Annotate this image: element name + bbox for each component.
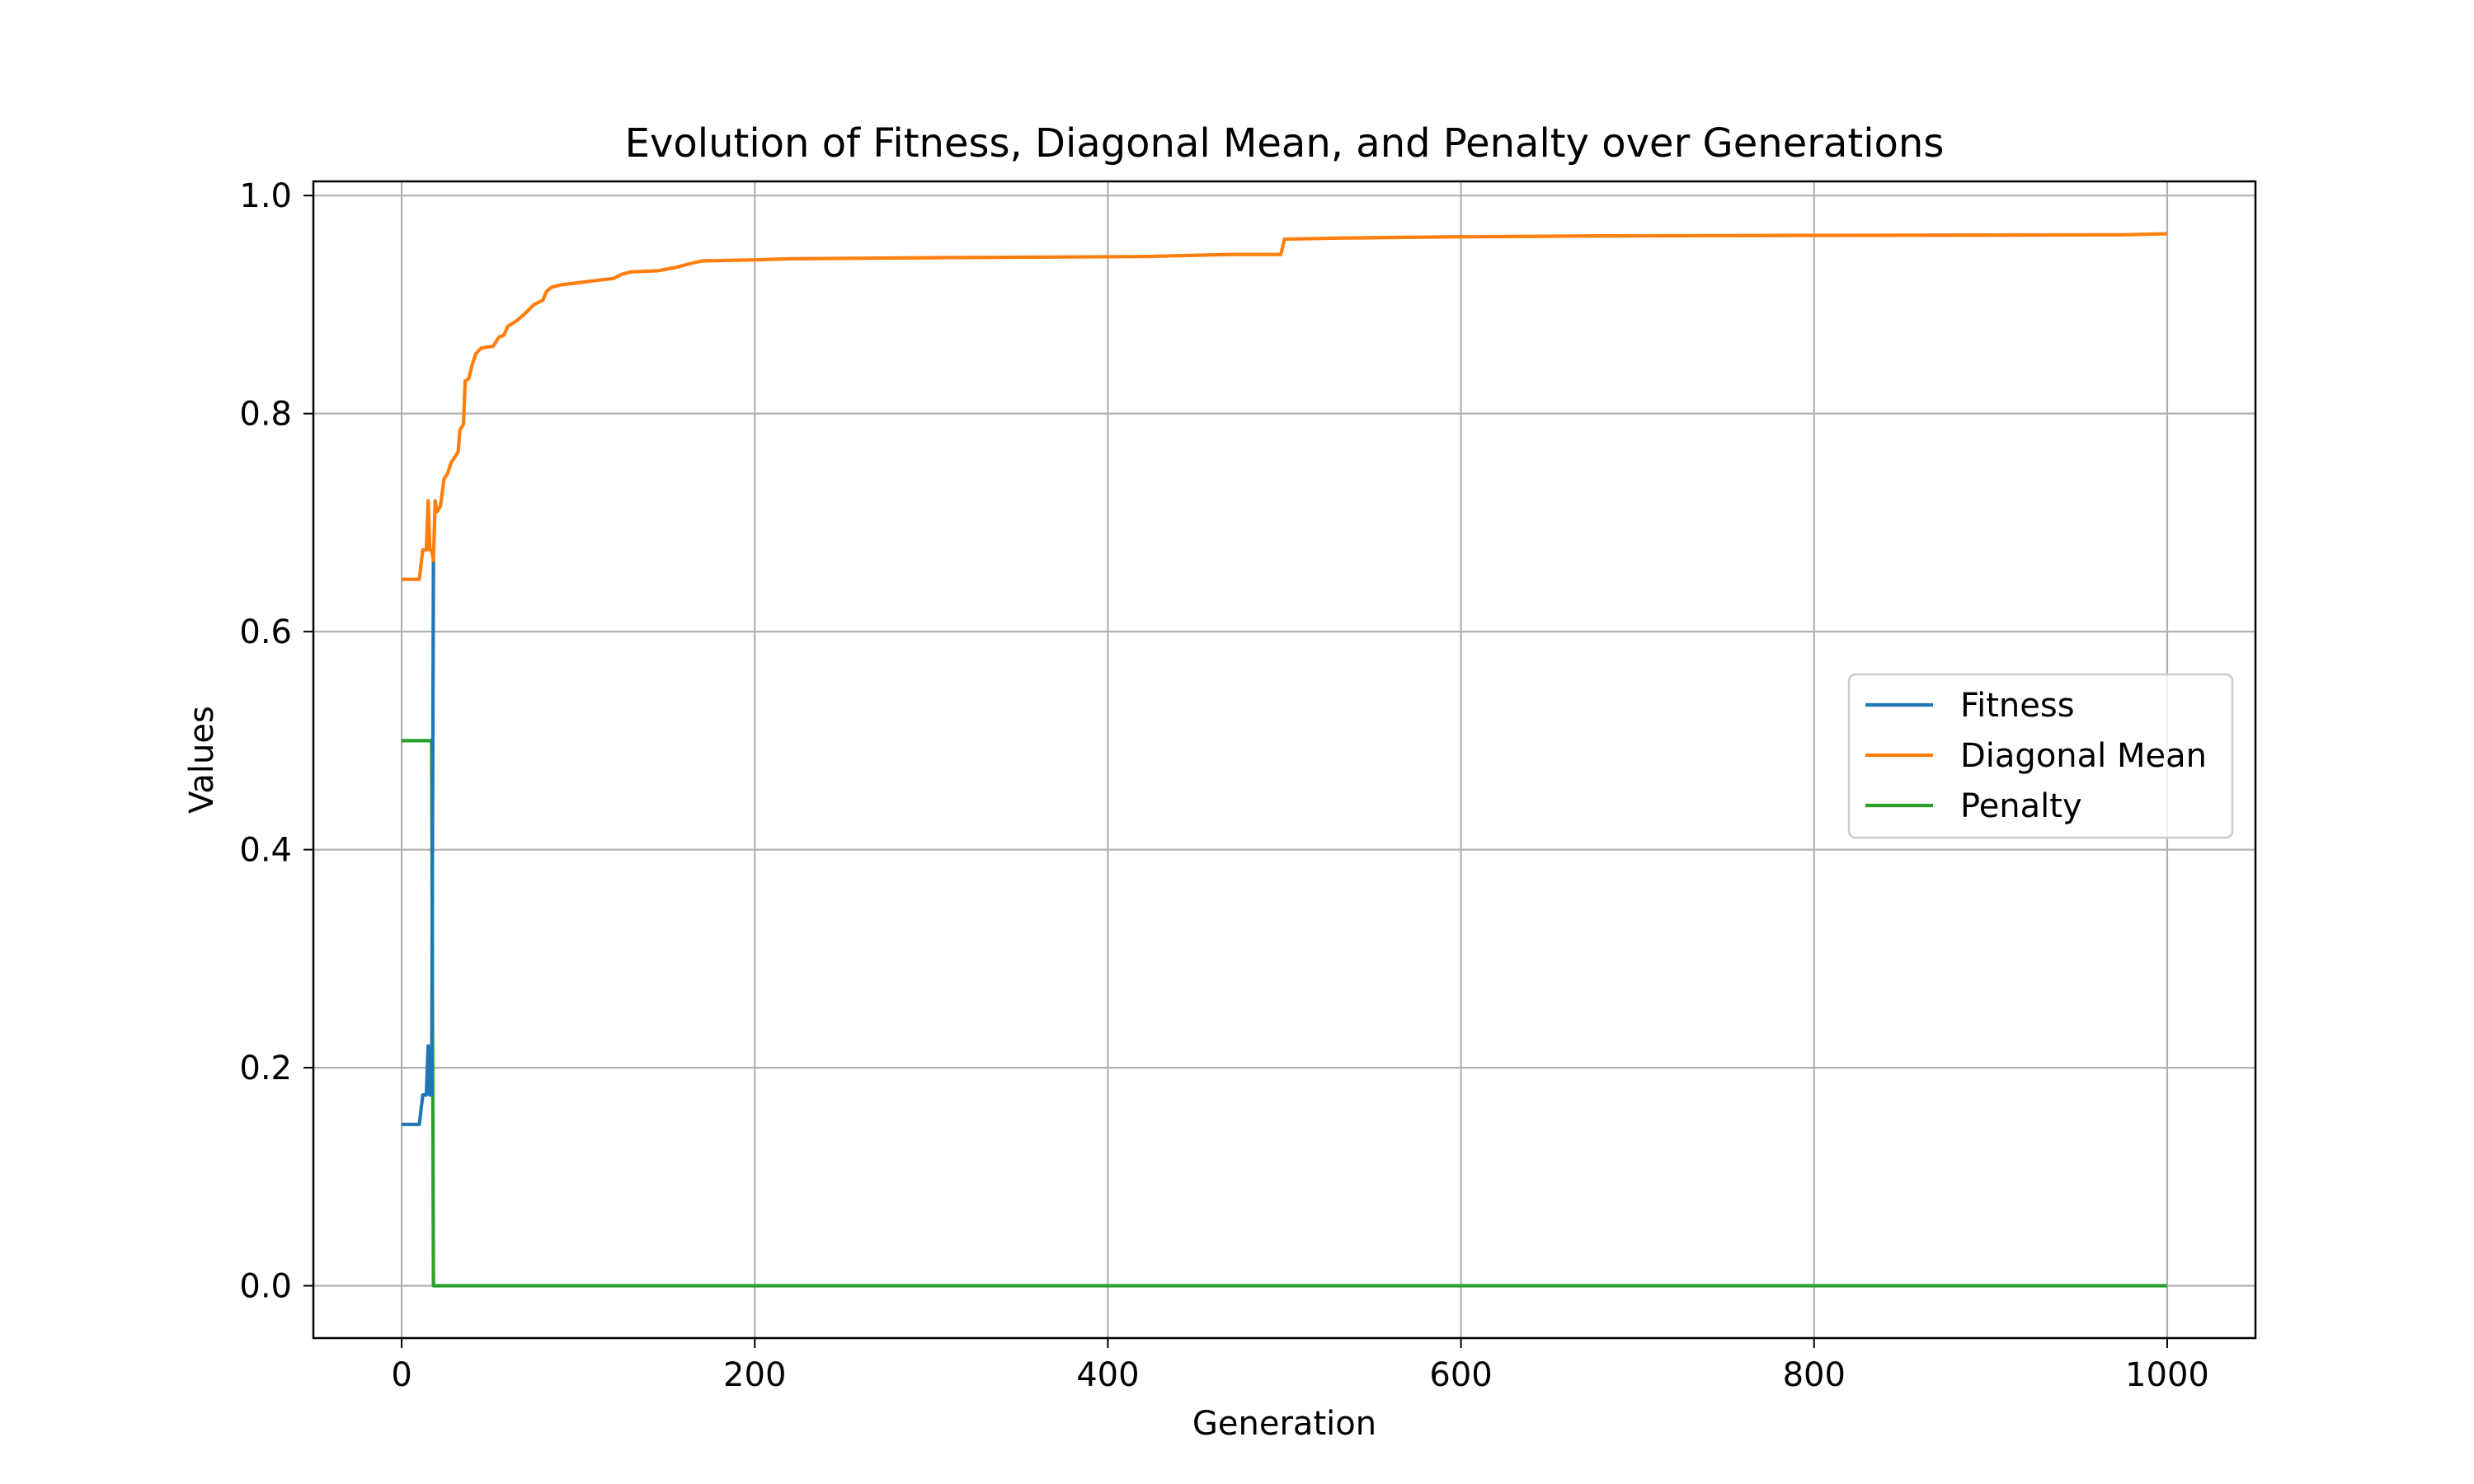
legend-box: [1847, 673, 2234, 839]
y-tick-label: 0.4: [239, 832, 292, 870]
legend-label-penalty: Penalty: [1960, 787, 2082, 825]
x-tick-label: 1000: [2125, 1356, 2209, 1394]
x-tick-label: 600: [1429, 1356, 1492, 1394]
series-line-diagonal-mean: [402, 232, 2168, 581]
plot-area-frame: [312, 180, 2257, 1340]
legend-label-diagonal-mean: Diagonal Mean: [1960, 737, 2207, 775]
x-tick-label: 800: [1783, 1356, 1846, 1394]
x-tick-label: 0: [391, 1356, 412, 1394]
x-tick-label: 200: [723, 1356, 786, 1394]
y-tick-label: 0.6: [239, 613, 292, 651]
x-axis-label: Generation: [1192, 1405, 1376, 1443]
y-tick-label: 0.8: [239, 396, 292, 434]
chart-title: Evolution of Fitness, Diagonal Mean, and…: [625, 120, 1945, 167]
legend-label-fitness: Fitness: [1960, 687, 2075, 725]
y-tick-label: 0.0: [239, 1268, 292, 1306]
series-line-fitness: [402, 561, 435, 1126]
legend: Fitness Diagonal Mean Penalty: [1847, 673, 2234, 839]
y-tick-label: 1.0: [239, 177, 292, 215]
axis-ticks: 0 200 400 600 800 1000 0.0 0.2 0.4 0.6 0.8 1.0: [239, 177, 2208, 1394]
x-tick-label: 400: [1076, 1356, 1139, 1394]
y-tick-label: 0.2: [239, 1050, 292, 1087]
series-lines: [402, 232, 2168, 1288]
y-axis-label: Values: [183, 706, 221, 814]
